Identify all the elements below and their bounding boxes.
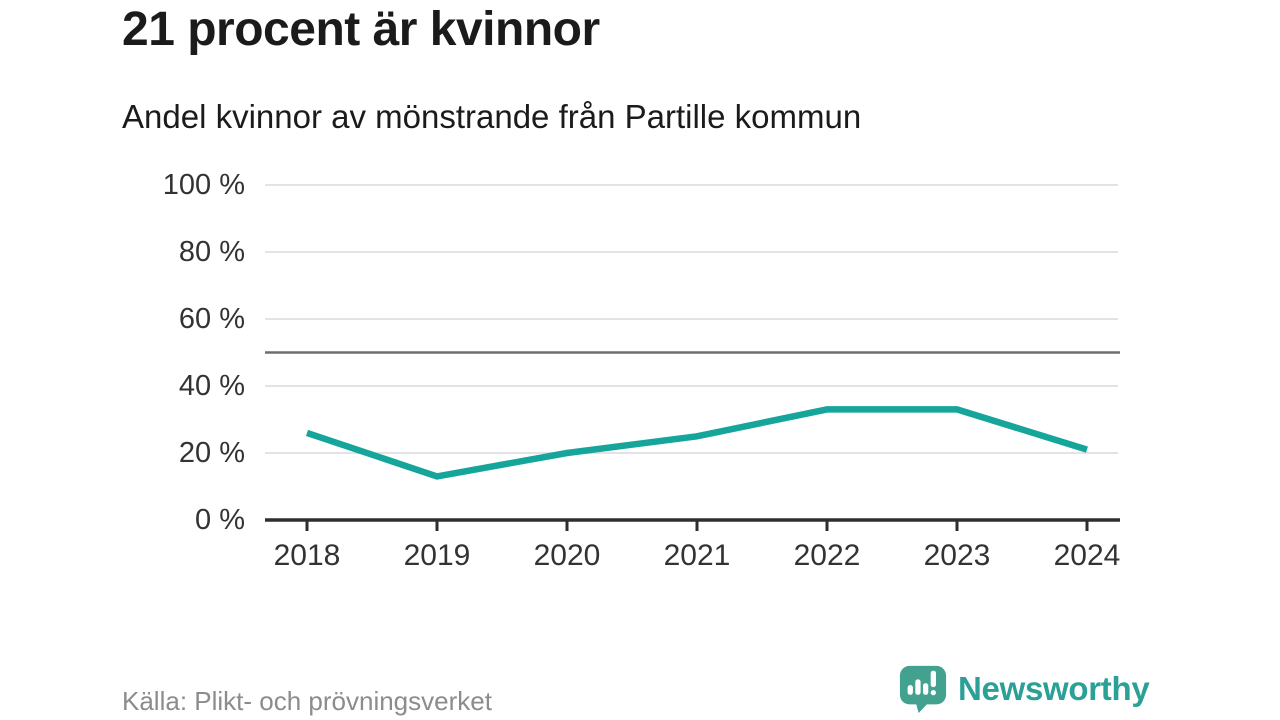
chart-title: 21 procent är kvinnor	[122, 3, 600, 56]
source-note: Källa: Plikt- och prövningsverket	[122, 686, 492, 716]
chart-subtitle: Andel kvinnor av mönstrande från Partill…	[122, 98, 862, 135]
x-tick-label-2018: 2018	[273, 539, 341, 572]
x-tick-label-2024: 2024	[1053, 539, 1121, 572]
x-tick-label-2021: 2021	[663, 539, 731, 572]
data-line-andel-kvinnor	[305, 406, 1088, 480]
y-tick-label-40: 40 %	[178, 370, 245, 402]
x-tick-label-2023: 2023	[923, 539, 991, 572]
y-tick-label-0: 0 %	[195, 504, 245, 536]
newsworthy-wordmark: Newsworthy	[958, 670, 1150, 707]
x-tick-label-2022: 2022	[793, 539, 861, 572]
x-tick-label-2019: 2019	[403, 539, 471, 572]
newsworthy-bubble-chart-icon	[899, 665, 947, 714]
y-tick-label-80: 80 %	[178, 236, 245, 268]
y-tick-label-60: 60 %	[178, 303, 245, 335]
y-tick-label-100: 100 %	[162, 169, 245, 201]
newsworthy-logo: Newsworthy	[898, 664, 1150, 714]
y-tick-label-20: 20 %	[178, 437, 245, 469]
x-tick-label-2020: 2020	[533, 539, 601, 572]
